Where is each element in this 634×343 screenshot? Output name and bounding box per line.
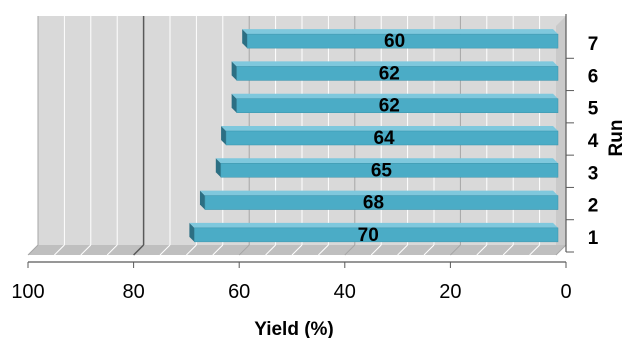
bar-top xyxy=(221,126,558,131)
y-tick-label: 5 xyxy=(588,99,599,120)
gridline-floor xyxy=(159,244,171,256)
gridline-floor xyxy=(423,244,435,256)
x-tick-label: 80 xyxy=(122,281,144,303)
data-label: 64 xyxy=(373,128,395,149)
bar-end xyxy=(231,93,237,113)
y-tick-label: 2 xyxy=(588,196,599,217)
bar-end xyxy=(221,126,227,145)
gridline-floor xyxy=(502,244,514,256)
gridline-floor xyxy=(106,244,118,256)
data-label: 62 xyxy=(379,63,400,84)
x-axis-title: Yield (%) xyxy=(254,319,334,338)
bar-end xyxy=(242,29,248,49)
bar-end xyxy=(215,158,221,178)
data-label: 65 xyxy=(371,160,393,181)
gridline-floor xyxy=(397,244,408,256)
bar-top xyxy=(231,61,558,67)
gridline-floor xyxy=(370,244,382,256)
side-wall xyxy=(556,16,566,255)
gridline-floor xyxy=(27,244,39,256)
bar xyxy=(194,227,559,243)
y-tick-label: 1 xyxy=(588,228,599,249)
gridline-floor xyxy=(80,244,92,256)
x-tick-label: 20 xyxy=(439,281,461,303)
gridline-floor xyxy=(476,244,488,256)
bar-top xyxy=(215,158,559,164)
data-label: 68 xyxy=(363,193,384,214)
data-label: 62 xyxy=(379,96,400,117)
gridline-floor xyxy=(238,244,250,256)
gridline-floor xyxy=(450,244,461,256)
bar-end xyxy=(231,61,237,81)
data-label: 60 xyxy=(384,31,405,52)
data-labels: 70 68 65 64 62 62 60 xyxy=(358,31,406,246)
gridline-floor xyxy=(555,244,567,256)
bar-top xyxy=(189,222,558,228)
y-axis-title: Run xyxy=(606,120,627,157)
x-tick-label: 40 xyxy=(334,281,356,303)
gridline-floor xyxy=(212,244,224,256)
gridline-floor xyxy=(529,244,540,256)
y-tick-label: 3 xyxy=(588,163,599,184)
gridline-floor xyxy=(291,244,303,256)
gridline-floor xyxy=(54,244,65,256)
gridline-floor xyxy=(344,244,356,256)
bar xyxy=(236,98,559,113)
bar-top xyxy=(231,93,558,99)
bar xyxy=(204,195,559,210)
y-tick-label: 4 xyxy=(588,131,599,152)
bar xyxy=(225,130,559,146)
bar-top xyxy=(242,29,558,35)
bar-top xyxy=(199,190,558,196)
gridline-floor xyxy=(186,244,197,256)
bar xyxy=(246,33,559,49)
bars xyxy=(189,29,559,243)
bar-end xyxy=(199,190,205,210)
x-tick-label: 60 xyxy=(228,281,250,303)
x-tick-label: 100 xyxy=(11,281,44,303)
gridline-floor xyxy=(318,244,329,256)
bar xyxy=(236,66,559,81)
bar xyxy=(220,163,559,178)
data-label: 70 xyxy=(358,225,379,246)
x-tick-label: 0 xyxy=(560,281,571,303)
gridline-floor xyxy=(265,244,276,256)
gridline-floor xyxy=(133,244,145,256)
y-tick-label: 6 xyxy=(588,66,599,87)
bar-end xyxy=(189,222,195,242)
y-tick-label: 7 xyxy=(588,34,599,55)
